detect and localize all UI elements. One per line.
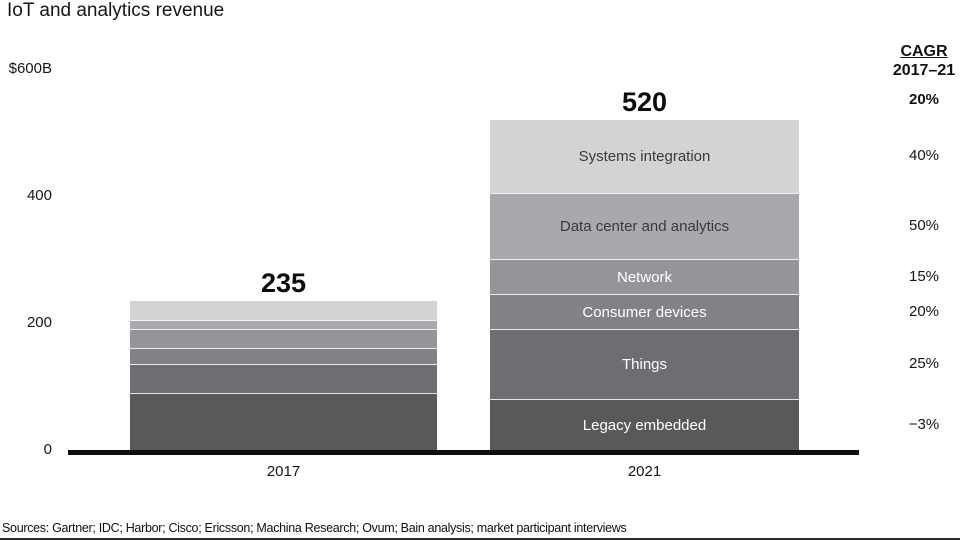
bar-segment bbox=[130, 300, 437, 320]
bar-segment: Things bbox=[490, 329, 799, 400]
bar-total-label: 520 bbox=[621, 86, 668, 117]
stacked-bar-2017 bbox=[130, 300, 437, 450]
cagr-header-period: 2017–21 bbox=[892, 62, 956, 79]
bar-segment bbox=[130, 392, 437, 450]
cagr-segment-value: −3% bbox=[908, 415, 940, 433]
y-tick-label: 0 bbox=[43, 441, 52, 458]
bar-segment: Systems integration bbox=[490, 119, 799, 193]
bar-segment bbox=[130, 364, 437, 393]
bar-segment bbox=[130, 329, 437, 349]
bottom-rule bbox=[0, 538, 960, 540]
cagr-header: CAGR 2017–21 bbox=[876, 42, 960, 80]
bar-total-label: 235 bbox=[260, 267, 307, 298]
segment-label: Network bbox=[616, 268, 672, 286]
y-tick-label: $600B bbox=[8, 60, 52, 77]
y-tick-label: 200 bbox=[26, 314, 52, 331]
segment-label: Data center and analytics bbox=[559, 218, 730, 236]
bar-segment: Network bbox=[490, 259, 799, 295]
x-axis-label: 2017 bbox=[266, 463, 301, 480]
cagr-header-title: CAGR bbox=[900, 43, 948, 60]
stacked-bar-2021: Systems integration Data center and analy… bbox=[490, 119, 799, 450]
chart-title: IoT and analytics revenue bbox=[7, 0, 225, 21]
cagr-segment-value: 50% bbox=[908, 217, 940, 235]
segment-label: Legacy embedded bbox=[582, 416, 707, 434]
x-axis-label: 2021 bbox=[627, 463, 662, 480]
cagr-segment-value: 25% bbox=[908, 355, 940, 373]
segment-label: Consumer devices bbox=[582, 303, 707, 321]
sources-note: Sources: Gartner; IDC; Harbor; Cisco; Er… bbox=[2, 521, 627, 535]
bar-segment: Legacy embedded bbox=[490, 399, 799, 450]
cagr-segment-value: 40% bbox=[908, 147, 940, 165]
bar-segment bbox=[130, 319, 437, 330]
cagr-column: CAGR 2017–21 20% 40% 50% 15% 20% 25% −3% bbox=[876, 0, 960, 540]
x-axis-line bbox=[68, 450, 859, 455]
bar-segment bbox=[130, 348, 437, 365]
y-axis: $600B 400 200 0 bbox=[0, 0, 52, 540]
cagr-segment-value: 15% bbox=[908, 267, 940, 285]
cagr-segment-value: 20% bbox=[908, 302, 940, 320]
bar-segment: Consumer devices bbox=[490, 294, 799, 330]
bar-segment: Data center and analytics bbox=[490, 192, 799, 260]
segment-label: Systems integration bbox=[578, 147, 711, 165]
segment-label: Things bbox=[621, 356, 668, 374]
y-tick-label: 400 bbox=[26, 187, 52, 204]
cagr-total-value: 20% bbox=[908, 91, 940, 108]
